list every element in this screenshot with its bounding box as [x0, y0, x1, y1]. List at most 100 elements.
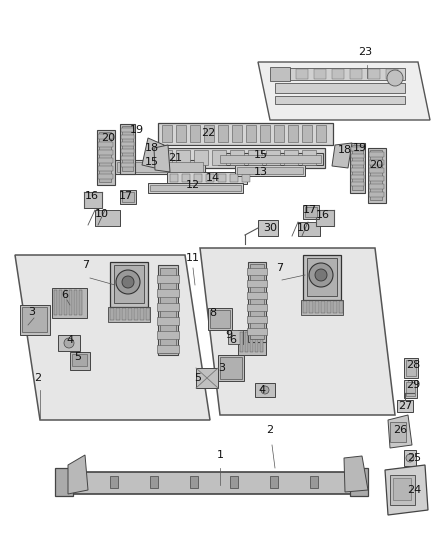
Bar	[303, 205, 319, 219]
Text: 20: 20	[101, 133, 115, 143]
Text: 5: 5	[74, 352, 81, 362]
Bar	[404, 380, 417, 398]
Bar	[116, 308, 120, 320]
Circle shape	[406, 454, 414, 462]
Bar	[122, 308, 126, 320]
Bar	[369, 168, 384, 173]
Bar	[270, 476, 278, 488]
Bar	[404, 358, 418, 378]
Bar	[218, 125, 228, 142]
Bar	[352, 145, 363, 190]
Bar	[406, 382, 415, 396]
Bar	[146, 308, 150, 320]
Bar	[368, 69, 380, 79]
Bar	[108, 307, 150, 322]
Bar	[114, 265, 144, 303]
Bar	[369, 184, 384, 189]
Bar	[212, 150, 226, 165]
Text: 3: 3	[219, 363, 226, 373]
Bar	[397, 400, 413, 412]
Text: 5: 5	[194, 373, 201, 383]
Bar	[194, 174, 202, 182]
Bar	[250, 264, 264, 339]
Bar	[298, 222, 320, 236]
Bar	[288, 125, 298, 142]
Text: 6: 6	[61, 290, 68, 300]
Bar	[167, 172, 247, 184]
Bar	[162, 125, 172, 142]
Bar	[218, 153, 323, 165]
Bar	[309, 301, 313, 313]
Bar	[98, 158, 113, 163]
Text: 27: 27	[398, 401, 412, 411]
Circle shape	[309, 263, 333, 287]
Bar	[98, 134, 113, 139]
Polygon shape	[68, 455, 88, 494]
Text: 4: 4	[258, 385, 265, 395]
Bar	[54, 290, 57, 315]
Bar	[210, 310, 230, 328]
Text: 19: 19	[353, 143, 367, 153]
Bar	[303, 255, 341, 300]
Bar	[301, 300, 343, 315]
Text: 7: 7	[82, 260, 89, 270]
Text: 22: 22	[201, 128, 215, 138]
Polygon shape	[344, 456, 368, 492]
Bar	[157, 275, 179, 283]
Bar	[260, 125, 270, 142]
Bar	[157, 289, 179, 297]
Text: 18: 18	[145, 143, 159, 153]
Bar	[275, 83, 405, 93]
Bar	[158, 150, 172, 165]
Bar	[134, 308, 138, 320]
Text: 4: 4	[67, 335, 74, 345]
Bar	[218, 174, 226, 182]
Bar	[247, 292, 267, 299]
Bar	[255, 383, 275, 397]
Bar	[315, 301, 319, 313]
Bar	[122, 192, 134, 202]
Text: 3: 3	[28, 307, 35, 317]
Bar	[351, 182, 364, 186]
Bar	[190, 125, 200, 142]
Bar	[121, 163, 134, 167]
Bar	[250, 332, 253, 352]
Bar	[238, 330, 266, 355]
Bar	[369, 176, 384, 181]
Bar	[242, 174, 250, 182]
Text: 23: 23	[358, 47, 372, 57]
Bar	[59, 290, 62, 315]
Text: 11: 11	[186, 253, 200, 263]
Bar	[22, 307, 47, 332]
Text: 10: 10	[95, 209, 109, 219]
Polygon shape	[142, 138, 164, 168]
Bar	[182, 174, 190, 182]
Bar	[303, 301, 307, 313]
Bar	[55, 468, 73, 496]
Bar	[368, 148, 386, 203]
Bar	[386, 69, 398, 79]
Bar	[302, 150, 316, 165]
Bar	[69, 290, 72, 315]
Text: 8: 8	[209, 308, 216, 318]
Bar	[247, 328, 267, 335]
Bar	[160, 268, 176, 353]
Text: 1: 1	[216, 450, 223, 460]
Bar	[95, 210, 120, 226]
Bar	[247, 280, 267, 287]
Text: 17: 17	[303, 205, 317, 215]
Text: 13: 13	[254, 167, 268, 177]
Bar	[110, 262, 148, 307]
Bar	[316, 210, 334, 226]
Bar	[305, 207, 317, 217]
Bar	[98, 174, 113, 179]
Bar	[117, 162, 203, 172]
Bar	[404, 450, 416, 466]
Bar	[20, 305, 50, 335]
Bar	[321, 301, 325, 313]
Bar	[220, 155, 321, 163]
Bar	[393, 478, 411, 500]
Circle shape	[64, 338, 74, 348]
Circle shape	[387, 70, 403, 86]
Bar	[246, 125, 256, 142]
